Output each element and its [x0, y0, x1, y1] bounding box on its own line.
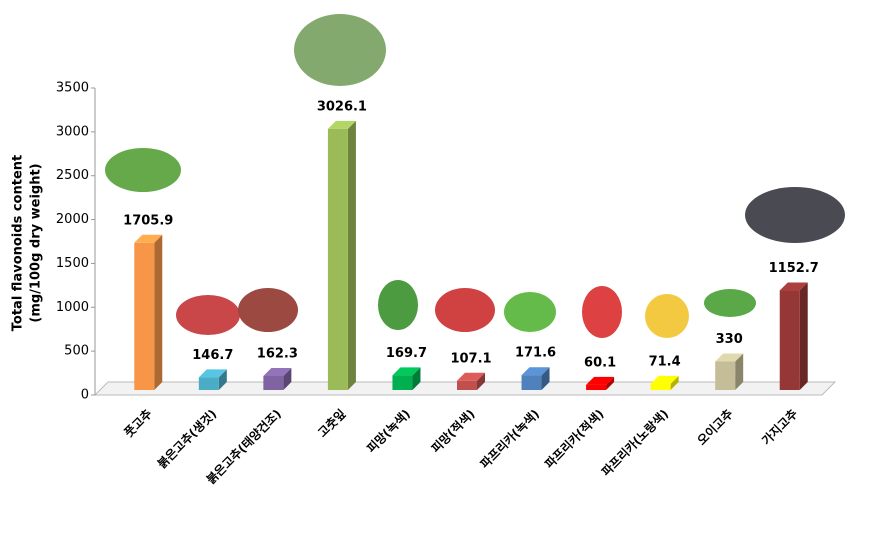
bar-top [586, 376, 615, 385]
bar-front [392, 375, 413, 390]
photo-leaves [294, 14, 386, 86]
y-tick-label: 1000 [56, 300, 89, 315]
bar-front [263, 375, 284, 390]
bar [263, 367, 292, 390]
value-label: 107.1 [450, 351, 491, 366]
x-tick-label: 파프리카(적색) [541, 406, 606, 471]
bar [134, 234, 163, 390]
x-tick-label: 피망(녹색) [363, 406, 413, 456]
bar [392, 367, 421, 390]
y-tick-label: 3500 [56, 81, 89, 96]
value-label: 60.1 [584, 355, 616, 370]
bar-top [650, 375, 679, 384]
photo-green-bell [378, 280, 418, 330]
value-label: 1152.7 [769, 261, 819, 276]
photo-cucumber-pepper [704, 289, 756, 317]
y-tick-label: 2000 [56, 212, 89, 227]
y-tick-label: 500 [64, 344, 89, 359]
photo-green-pepper [105, 148, 181, 192]
bar [327, 120, 356, 390]
bar-front [134, 242, 155, 390]
bar-top [779, 282, 808, 291]
bar-top [715, 353, 744, 362]
value-label: 1705.9 [123, 213, 173, 228]
y-tick-label: 1500 [56, 256, 89, 271]
bar-side [670, 375, 679, 390]
y-axis-title: Total flavonoids content (mg/100g dry we… [11, 155, 44, 331]
bar-front [457, 380, 477, 390]
bar-top [327, 120, 356, 129]
photo-dried-pepper [238, 288, 298, 332]
bar-front [650, 383, 671, 390]
bar-top [134, 234, 163, 243]
x-tick-label: 가지고추 [758, 406, 800, 448]
value-label: 169.7 [386, 346, 427, 361]
bar-front [521, 375, 542, 390]
y-axis-unit: (mg/100g dry weight) [29, 163, 44, 322]
bar-side [606, 376, 615, 390]
bar-top [198, 369, 227, 378]
y-tick-label: 2500 [56, 168, 89, 183]
bar [457, 372, 485, 390]
bar-top [392, 367, 421, 376]
bar-side [218, 369, 227, 390]
x-tick-label: 풋고추 [121, 406, 155, 440]
bar-side [412, 367, 421, 390]
bar-side [735, 353, 744, 390]
y-tick-label: 3000 [56, 124, 89, 139]
value-label: 71.4 [649, 354, 681, 369]
photo-green-paprika [504, 292, 556, 332]
bar-top [457, 372, 485, 381]
bar-side [477, 372, 485, 390]
bar-front [586, 384, 607, 390]
value-label: 330 [716, 332, 743, 347]
photo-red-paprika [582, 286, 622, 338]
bar-side [154, 234, 163, 390]
bar [521, 367, 550, 390]
x-tick-label: 붉은고추(생것) [154, 406, 219, 471]
bar-front [715, 361, 736, 390]
value-label: 162.3 [257, 346, 298, 361]
photo-red-bell [435, 288, 495, 332]
y-tick-label: 0 [81, 388, 89, 403]
photo-eggplant-pepper [745, 187, 845, 243]
bar-front [327, 128, 348, 390]
vegetable-photos [105, 14, 845, 338]
x-tick-label: 파프리카(녹색) [477, 406, 542, 471]
x-tick-label: 피망(적색) [428, 406, 478, 456]
value-label: 171.6 [515, 346, 556, 361]
bar [198, 369, 227, 390]
bar-front [779, 290, 800, 390]
photo-yellow-paprika [645, 294, 689, 338]
bar-top [263, 367, 292, 376]
bar-top [521, 367, 550, 376]
bar-side [541, 367, 550, 390]
photo-red-pepper [176, 295, 240, 335]
bar-side [283, 367, 292, 390]
value-label: 3026.1 [317, 99, 367, 114]
bar [650, 375, 679, 390]
bar-side [347, 120, 356, 390]
value-label: 146.7 [192, 348, 233, 363]
x-tick-label: 고춧잎 [314, 406, 348, 440]
y-axis-label: Total flavonoids content [11, 155, 26, 331]
bar-side [799, 282, 808, 390]
bar [586, 376, 615, 390]
bar [779, 282, 808, 390]
bar-front [198, 377, 219, 390]
x-tick-label: 오이고추 [694, 406, 736, 448]
bar [715, 353, 744, 390]
x-tick-label: 파프리카(노랑색) [598, 406, 671, 479]
